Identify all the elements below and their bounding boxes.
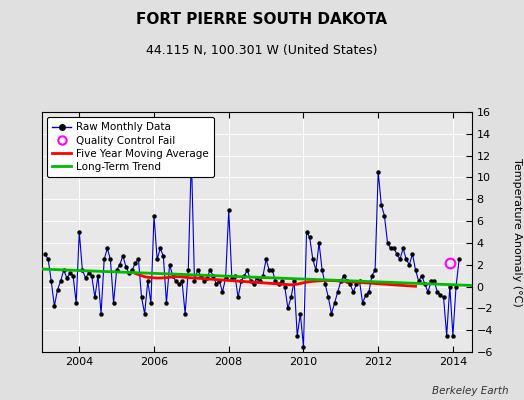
- Legend: Raw Monthly Data, Quality Control Fail, Five Year Moving Average, Long-Term Tren: Raw Monthly Data, Quality Control Fail, …: [47, 117, 214, 177]
- Text: Berkeley Earth: Berkeley Earth: [432, 386, 508, 396]
- Y-axis label: Temperature Anomaly (°C): Temperature Anomaly (°C): [512, 158, 522, 306]
- Text: FORT PIERRE SOUTH DAKOTA: FORT PIERRE SOUTH DAKOTA: [136, 12, 388, 27]
- Text: 44.115 N, 100.301 W (United States): 44.115 N, 100.301 W (United States): [146, 44, 378, 57]
